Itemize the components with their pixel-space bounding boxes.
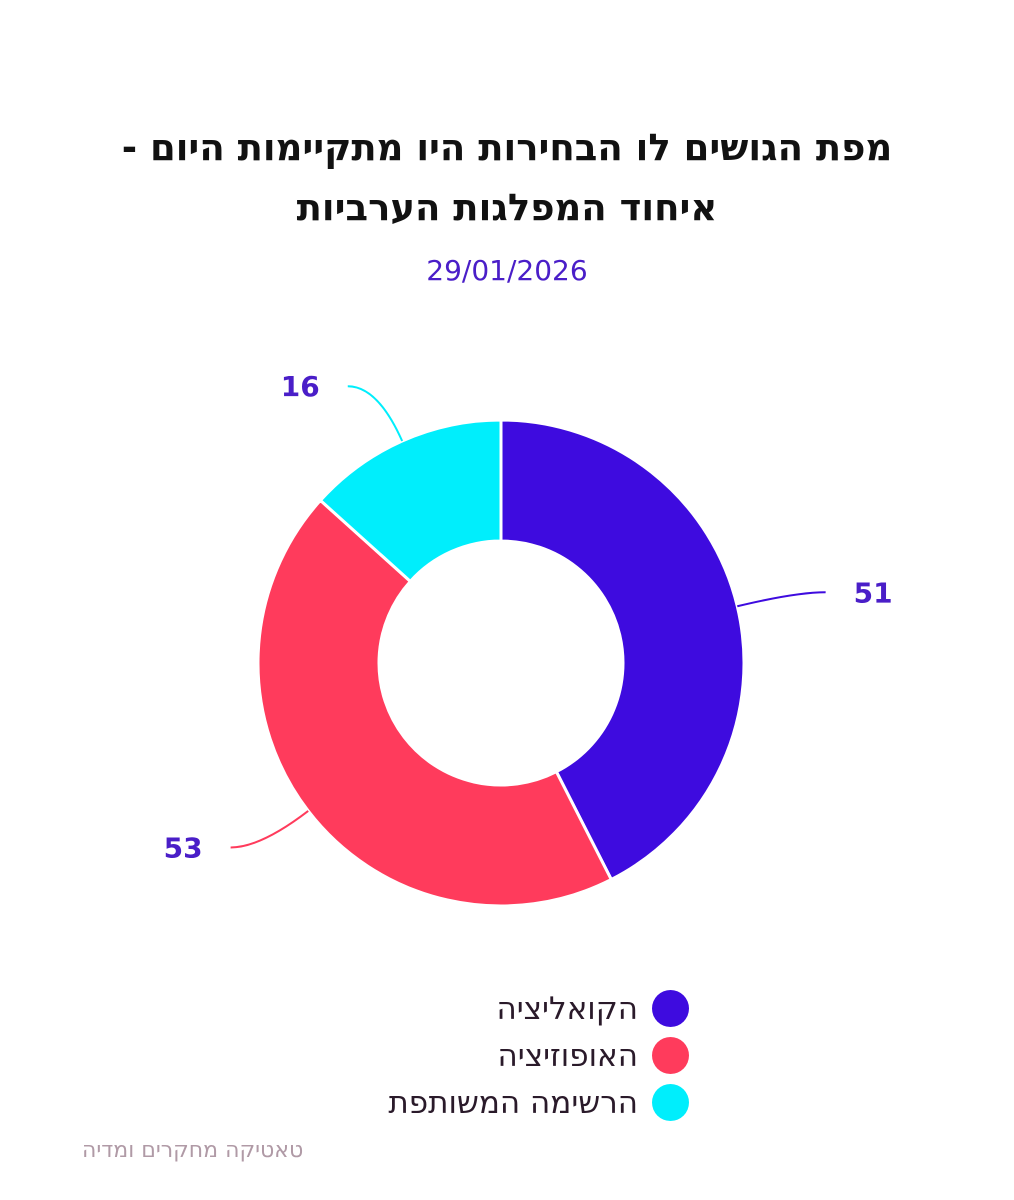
chart-date: 29/01/2026 bbox=[426, 254, 588, 287]
legend-label: האופוזיציה bbox=[497, 1037, 638, 1074]
legend-item: האופוזיציה bbox=[388, 1032, 689, 1079]
donut-chart: 51 53 16 bbox=[164, 370, 893, 908]
leader-line bbox=[230, 810, 309, 849]
legend-item: הרשימה המשותפת bbox=[388, 1079, 689, 1126]
donut-slice bbox=[499, 418, 746, 882]
chart-title: מפת הגושים לו הבחירות היו מתקיימות היום … bbox=[121, 126, 893, 229]
leader-line bbox=[737, 591, 826, 608]
data-label: 51 bbox=[854, 576, 893, 609]
leader-line bbox=[347, 385, 404, 442]
source-footer: טאטיקה מחקרים ומדיה bbox=[82, 1138, 304, 1163]
legend-item: הקואליציה bbox=[388, 985, 689, 1032]
legend: הקואליציה האופוזיציה הרשימה המשותפת bbox=[388, 985, 689, 1126]
legend-label: הקואליציה bbox=[496, 990, 638, 1027]
data-label: 53 bbox=[164, 831, 203, 864]
legend-swatch bbox=[652, 1037, 689, 1074]
donut-slice bbox=[256, 498, 614, 908]
data-label: 16 bbox=[281, 370, 320, 403]
legend-swatch bbox=[652, 990, 689, 1027]
donut-slice bbox=[318, 418, 503, 584]
legend-swatch bbox=[652, 1084, 689, 1121]
legend-label: הרשימה המשותפת bbox=[388, 1084, 638, 1121]
